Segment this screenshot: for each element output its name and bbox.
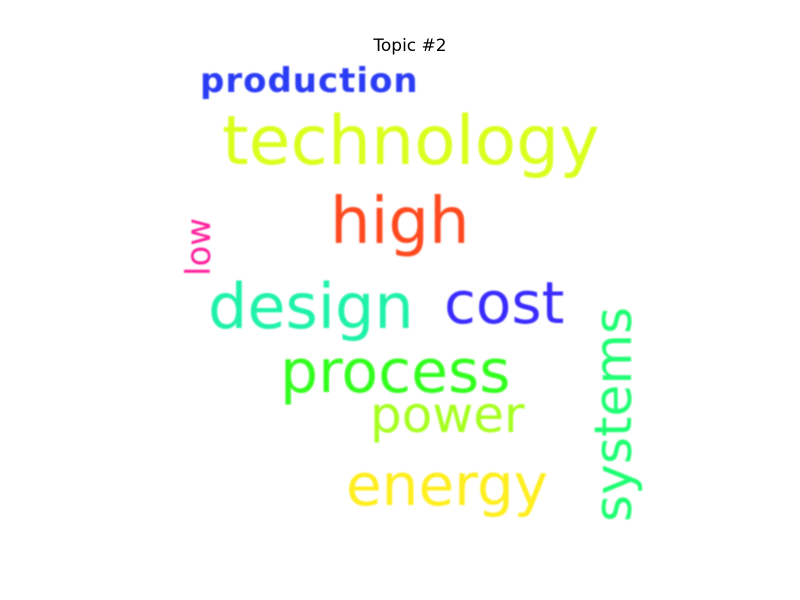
word-low: low [179, 217, 219, 276]
word-power: power [370, 386, 525, 444]
word-energy: energy [346, 451, 549, 519]
word-design: design [208, 270, 414, 343]
word-systems: systems [584, 306, 644, 522]
word-high: high [330, 185, 470, 259]
figure-title: Topic #2 [373, 36, 447, 56]
word-cost: cost [444, 269, 565, 337]
word-cloud: production technology high low design co… [179, 60, 644, 530]
word-technology: technology [222, 102, 600, 181]
word-production: production [200, 61, 419, 101]
word-process: process [280, 337, 511, 407]
